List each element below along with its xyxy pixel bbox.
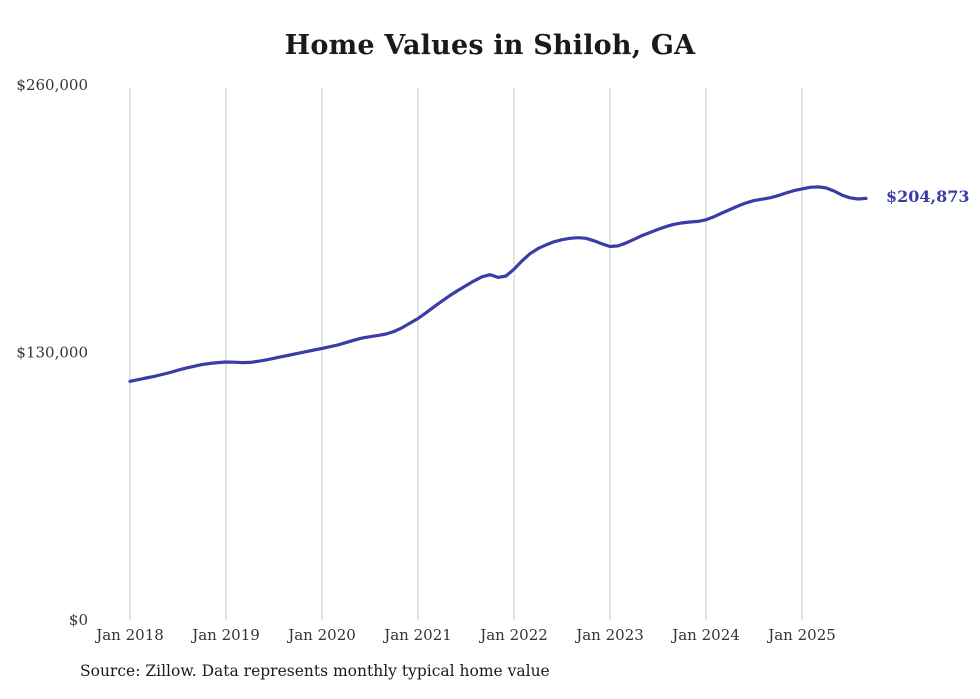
x-axis-tick-label: Jan 2019: [190, 626, 260, 644]
y-axis-tick-label: $260,000: [16, 76, 88, 94]
end-value-label: $204,873: [886, 187, 970, 207]
x-axis-tick-label: Jan 2025: [766, 626, 836, 644]
chart-title: Home Values in Shiloh, GA: [284, 30, 696, 61]
y-axis-tick-label: $130,000: [16, 344, 88, 362]
x-axis-tick-label: Jan 2024: [670, 626, 740, 644]
home-value-line: [128, 185, 868, 383]
x-axis-tick-label: Jan 2023: [574, 626, 644, 644]
x-axis-tick-label: Jan 2021: [382, 626, 452, 644]
x-axis-tick-label: Jan 2020: [286, 626, 356, 644]
source-note: Source: Zillow. Data represents monthly …: [80, 662, 550, 680]
y-axis-tick-label: $0: [69, 611, 88, 629]
x-axis-tick-label: Jan 2022: [478, 626, 548, 644]
x-axis-tick-label: Jan 2018: [94, 626, 164, 644]
